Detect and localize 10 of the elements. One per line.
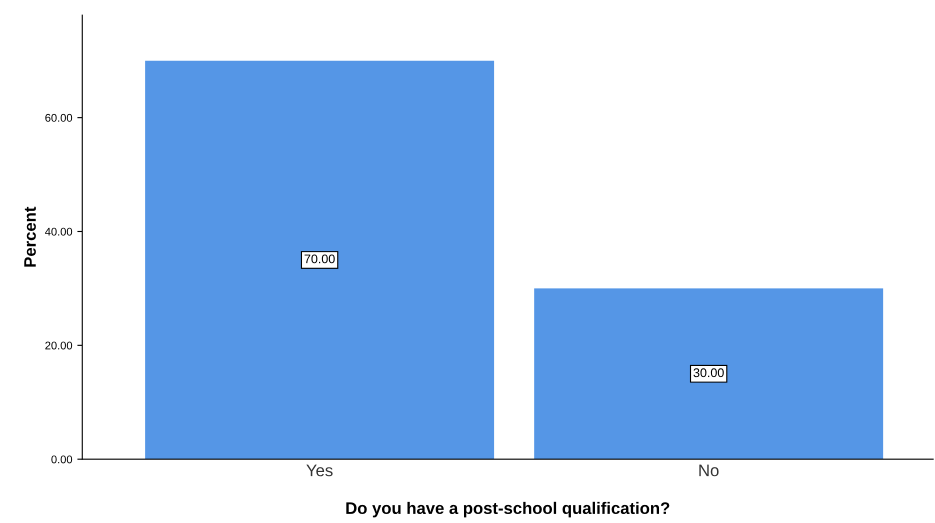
y-tick-label: 20.00 xyxy=(45,342,72,350)
y-axis-title: Percent xyxy=(24,206,36,267)
y-tick-label: 0.00 xyxy=(51,455,72,464)
y-tick-label: 60.00 xyxy=(45,114,72,122)
data-label: 30.00 xyxy=(693,368,724,378)
x-tick-label: Yes xyxy=(306,464,333,476)
y-tick-label: 40.00 xyxy=(45,228,72,236)
data-label: 70.00 xyxy=(304,254,335,264)
x-tick-label: No xyxy=(699,464,719,476)
x-axis-title: Do you have a post-school qualification? xyxy=(346,502,670,518)
